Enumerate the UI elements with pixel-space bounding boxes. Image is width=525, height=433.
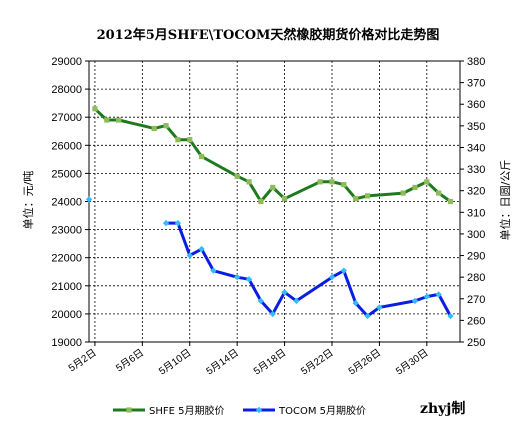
data-point [341, 182, 347, 188]
left-tick-label: 29000 [51, 56, 82, 68]
data-point [412, 184, 418, 191]
right-tick-label: 290 [467, 251, 485, 263]
left-tick-label: 27000 [51, 112, 82, 124]
right-tick-label: 360 [467, 99, 485, 111]
legend-swatch-marker [126, 407, 132, 413]
x-tick-label: 5月10日 [157, 347, 194, 378]
data-point [245, 276, 253, 283]
data-point [424, 179, 430, 185]
x-tick-label: 5月30日 [394, 347, 431, 378]
right-tick-label: 250 [467, 337, 485, 349]
right-tick-label: 280 [467, 272, 485, 284]
data-point [198, 245, 205, 253]
data-point [352, 299, 359, 307]
data-point [293, 297, 300, 305]
series-line [164, 221, 452, 318]
series-layer [85, 106, 454, 320]
legend-label: TOCOM 5月期胶价 [278, 404, 366, 417]
left-tick-label: 23000 [51, 225, 82, 237]
x-tick-label: 5月26日 [346, 347, 383, 378]
data-point [163, 123, 169, 129]
x-tick-label: 5月22日 [299, 347, 336, 378]
left-tick-label: 22000 [51, 253, 82, 265]
right-y-axis: 250 260 270 280 290 300 310 320 330 340 350 360 370 3… [460, 56, 485, 349]
data-point [353, 196, 359, 202]
legend: SHFE 5月期胶价 TOCOM 5月期胶价 [113, 404, 366, 417]
series-shfe [92, 106, 454, 205]
series-tocom [85, 196, 454, 320]
data-point [116, 117, 122, 123]
data-point [85, 196, 93, 203]
right-tick-label: 350 [467, 121, 485, 133]
data-point [270, 184, 276, 191]
right-tick-label: 260 [467, 315, 485, 327]
data-point [162, 219, 170, 227]
data-point [257, 297, 265, 305]
data-point [376, 304, 383, 311]
data-point [317, 179, 323, 185]
left-axis-label: 单位：元/吨 [21, 171, 35, 230]
data-point [281, 289, 288, 296]
data-point [329, 179, 335, 185]
data-point [151, 125, 157, 132]
data-point [186, 252, 193, 259]
right-tick-label: 370 [467, 78, 485, 90]
right-tick-label: 310 [467, 207, 485, 219]
data-point [423, 293, 431, 300]
data-point [246, 179, 252, 185]
data-point [175, 137, 181, 143]
data-point [447, 198, 454, 205]
data-point [400, 190, 406, 196]
data-point [436, 190, 442, 196]
data-point [364, 312, 371, 320]
right-tick-label: 330 [467, 164, 485, 176]
x-tick-label: 5月14日 [204, 347, 241, 378]
legend-swatch-marker [255, 406, 263, 414]
chart-title: 2012年5月SHFE\TOCOM天然橡胶期货价格对比走势图 [97, 27, 440, 43]
data-point [104, 117, 110, 123]
data-point [174, 219, 182, 227]
left-y-axis: 19000 20000 21000 22000 23000 24000 25000 26000… [51, 56, 89, 349]
grid-lines [89, 61, 460, 342]
right-tick-label: 380 [467, 56, 485, 68]
data-point [328, 273, 336, 281]
left-tick-label: 19000 [51, 337, 82, 349]
data-point [234, 173, 240, 179]
data-point [411, 297, 419, 305]
x-tick-label: 5月2日 [66, 347, 98, 375]
x-axis: 5月2日 5月6日 5月10日 5月14日 5月18日 5月22日 5月26日 5月30日 [66, 342, 431, 378]
left-tick-label: 21000 [51, 281, 82, 293]
watermark: zhyj制 [420, 400, 465, 417]
data-point [340, 267, 348, 274]
data-point [258, 198, 264, 205]
data-point [187, 137, 193, 143]
left-tick-label: 28000 [51, 84, 82, 96]
left-tick-label: 20000 [51, 309, 82, 321]
data-point [199, 153, 205, 160]
right-tick-label: 270 [467, 294, 485, 306]
left-tick-label: 26000 [51, 140, 82, 152]
legend-label: SHFE 5月期胶价 [149, 404, 224, 417]
data-point [435, 291, 442, 298]
left-tick-label: 25000 [51, 168, 82, 180]
right-tick-label: 300 [467, 229, 485, 241]
data-point [447, 312, 454, 320]
right-tick-label: 340 [467, 142, 485, 154]
data-point [233, 273, 241, 281]
left-tick-label: 24000 [51, 197, 82, 209]
right-tick-label: 320 [467, 186, 485, 198]
data-point [269, 310, 276, 318]
x-tick-label: 5月6日 [114, 347, 146, 375]
data-point [364, 193, 371, 199]
right-axis-label: 单位：日圆/公斤 [498, 160, 512, 241]
data-point [210, 267, 217, 274]
x-tick-label: 5月18日 [251, 347, 288, 378]
data-point [281, 196, 288, 202]
data-point [92, 106, 98, 112]
